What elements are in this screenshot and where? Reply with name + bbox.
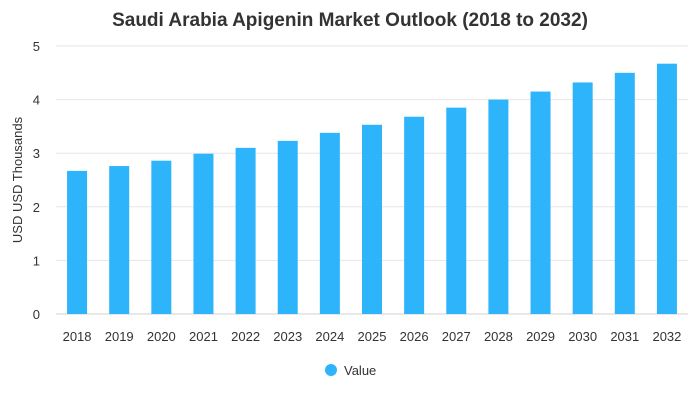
x-tick-label: 2021 <box>189 329 218 344</box>
bars <box>67 63 677 315</box>
x-tick-label: 2024 <box>315 329 344 344</box>
x-tick-label: 2023 <box>273 329 302 344</box>
x-tick-label: 2029 <box>526 329 555 344</box>
legend-label: Value <box>344 363 376 378</box>
x-tick-label: 2020 <box>147 329 176 344</box>
x-tick-label: 2018 <box>63 329 92 344</box>
chart-title: Saudi Arabia Apigenin Market Outlook (20… <box>112 10 588 31</box>
x-tick-label: 2019 <box>105 329 134 344</box>
x-tick-label: 2027 <box>442 329 471 344</box>
y-tick-label: 3 <box>33 146 40 161</box>
y-axis-title: USD USD Thousands <box>10 116 25 243</box>
bar[interactable] <box>277 140 298 314</box>
x-tick-label: 2025 <box>358 329 387 344</box>
x-tick-label: 2030 <box>568 329 597 344</box>
bar[interactable] <box>656 63 677 314</box>
bar[interactable] <box>614 72 635 314</box>
bar[interactable] <box>109 166 130 314</box>
bar[interactable] <box>67 170 88 314</box>
y-tick-label: 1 <box>33 253 40 268</box>
x-tick-label: 2026 <box>400 329 429 344</box>
bar[interactable] <box>193 153 214 314</box>
bar[interactable] <box>530 91 551 314</box>
legend[interactable]: Value <box>325 363 376 378</box>
legend-swatch-icon <box>325 364 337 376</box>
x-tick-label: 2028 <box>484 329 513 344</box>
bar[interactable] <box>235 147 256 314</box>
x-tick-label: 2031 <box>610 329 639 344</box>
bar[interactable] <box>572 82 593 314</box>
bar[interactable] <box>362 124 382 315</box>
y-tick-label: 0 <box>33 307 40 322</box>
x-tick-label: 2032 <box>652 329 681 344</box>
bar[interactable] <box>404 116 425 314</box>
bar[interactable] <box>488 99 509 314</box>
y-tick-label: 2 <box>33 200 40 215</box>
bar[interactable] <box>151 160 172 314</box>
x-tick-label: 2022 <box>231 329 260 344</box>
y-tick-label: 4 <box>33 93 40 108</box>
x-axis: 2018 2019 2020 2021 2022 2023 2024 2025 2026 2027… <box>63 329 682 344</box>
y-axis: 0 1 2 3 4 5 <box>33 39 40 322</box>
y-tick-label: 5 <box>33 39 40 54</box>
bar[interactable] <box>319 132 340 314</box>
bar[interactable] <box>446 107 467 314</box>
